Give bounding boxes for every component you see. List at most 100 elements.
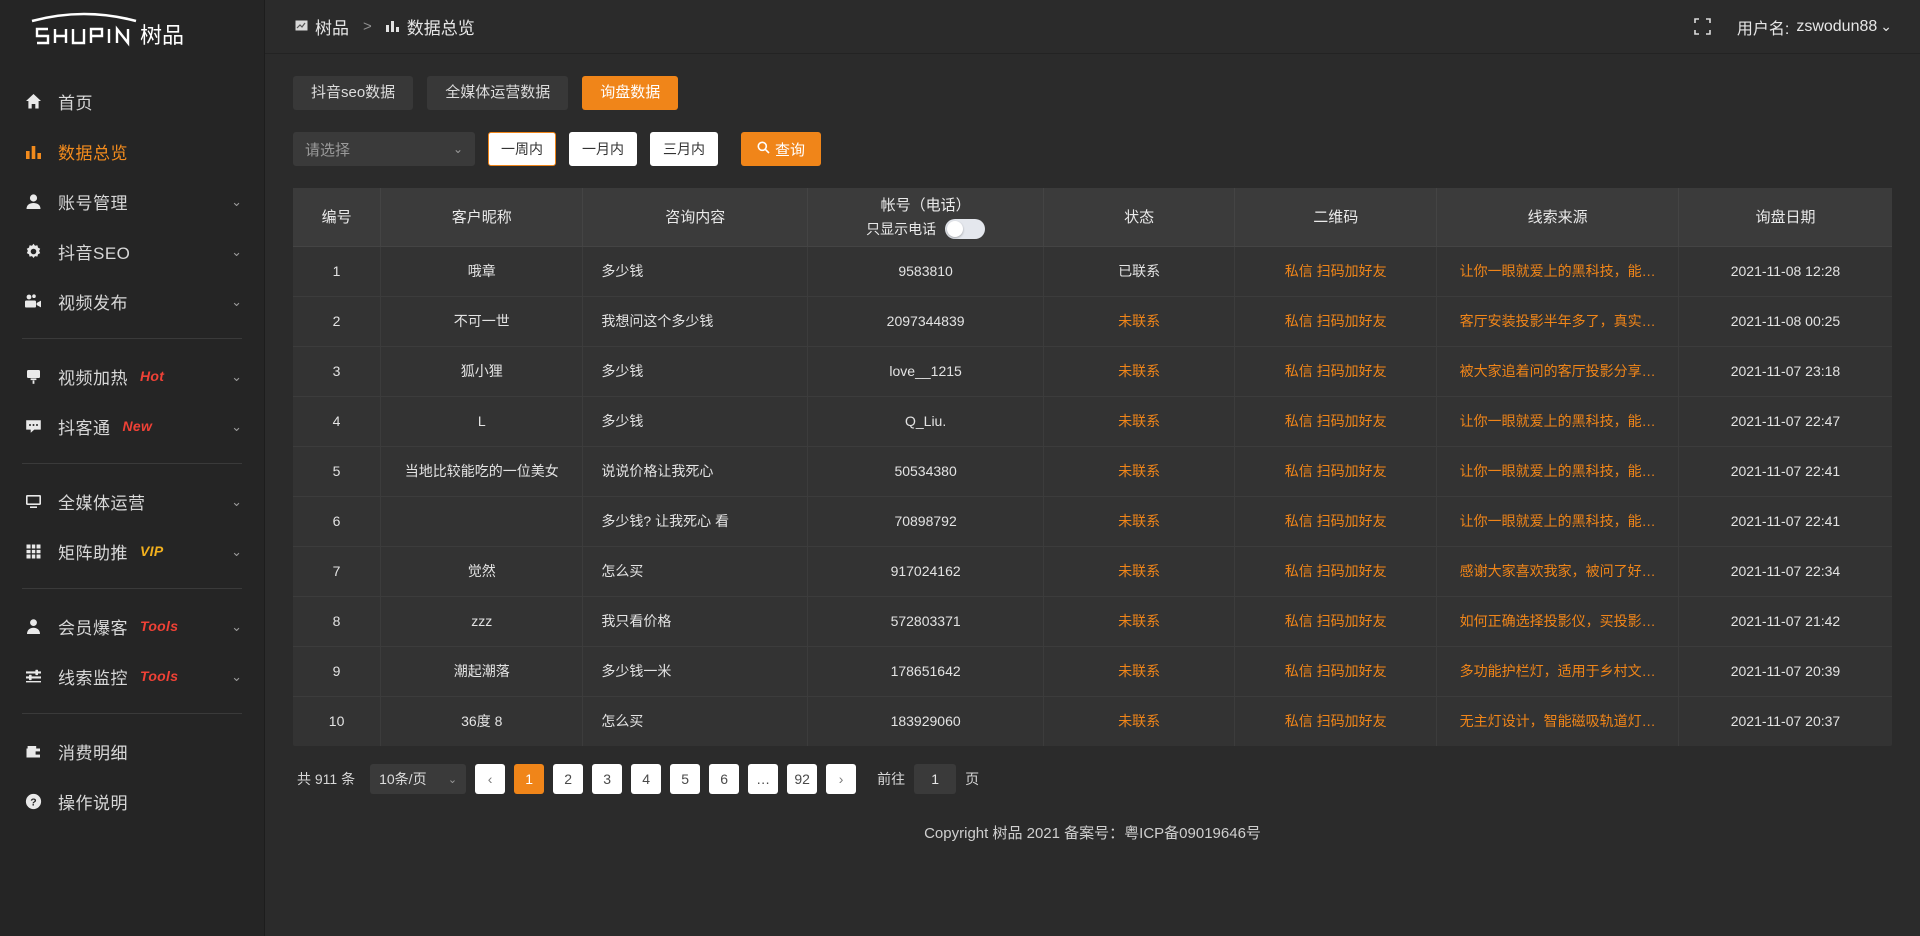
jump-page-input[interactable] xyxy=(914,764,957,794)
sidebar-divider xyxy=(22,588,242,589)
sidebar-item-4[interactable]: 视频发布 ⌄ xyxy=(0,276,264,326)
cell-nickname: 哦章 xyxy=(380,246,584,297)
wallet-icon xyxy=(22,743,44,760)
home-icon xyxy=(22,93,44,110)
date-range-button-0[interactable]: 一周内 xyxy=(488,132,556,166)
jump-prefix: 前往 xyxy=(877,771,906,787)
cell-account: 2097344839 xyxy=(807,296,1045,347)
query-button[interactable]: 查询 xyxy=(741,132,822,166)
tab-2[interactable]: 询盘数据 xyxy=(582,76,679,110)
app-icon xyxy=(295,17,308,37)
table-row[interactable]: 3 狐小狸 多少钱 love__1215 未联系 私信 扫码加好友 被大家追着问的客厅投影分… xyxy=(293,346,1892,397)
qrcode-link[interactable]: 私信 扫码加好友 xyxy=(1284,713,1387,730)
qrcode-link[interactable]: 私信 扫码加好友 xyxy=(1284,413,1387,429)
sidebar-item-9[interactable]: 会员爆客 Tools ⌄ xyxy=(0,601,264,651)
table-row[interactable]: 2 不可一世 我想问这个多少钱 2097344839 未联系 私信 扫码加好友 客厅安装投影… xyxy=(293,296,1892,347)
pagination-page-…[interactable]: … xyxy=(748,764,779,794)
cell-inquiry: 多少钱 xyxy=(582,346,809,397)
sidebar-item-11[interactable]: 消费明细 xyxy=(0,726,264,776)
chevron-down-icon: ⌄ xyxy=(1880,18,1892,34)
topbar-right: 用户名: zswodun88 ⌄ xyxy=(1694,15,1892,39)
table-row[interactable]: 7 觉然 怎么买 917024162 未联系 私信 扫码加好友 感谢大家喜欢我家，被问了好…… xyxy=(293,546,1892,597)
table-row[interactable]: 1 哦章 多少钱 9583810 已联系 私信 扫码加好友 让你一眼就爱上的黑科技，能… 20… xyxy=(293,246,1892,297)
sidebar-item-label: 视频发布 xyxy=(58,293,128,313)
table-row[interactable]: 4 L 多少钱 Q_Liu. 未联系 私信 扫码加好友 让你一眼就爱上的黑科技，能… 2021… xyxy=(293,396,1892,447)
cell-nickname: 觉然 xyxy=(380,546,584,597)
pagination-next[interactable]: › xyxy=(826,764,857,794)
qrcode-link[interactable]: 私信 扫码加好友 xyxy=(1284,263,1387,279)
shupin-logo-icon: 树品 xyxy=(31,12,184,48)
pagination-page-3[interactable]: 3 xyxy=(592,764,623,794)
phone-only-toggle[interactable] xyxy=(945,219,986,240)
column-header-label: 线索来源 xyxy=(1527,209,1588,227)
qrcode-link[interactable]: 私信 扫码加好友 xyxy=(1284,563,1387,579)
sidebar-item-2[interactable]: 账号管理 ⌄ xyxy=(0,176,264,226)
qrcode-link[interactable]: 私信 扫码加好友 xyxy=(1284,313,1387,329)
video-camera-icon xyxy=(22,293,44,310)
status-badge: 未联系 xyxy=(1043,296,1236,347)
table-row[interactable]: 10 36度 8 怎么买 183929060 未联系 私信 扫码加好友 无主灯设计，智能磁吸… xyxy=(293,696,1892,746)
source-link[interactable]: 被大家追着问的客厅投影分享… xyxy=(1459,363,1656,379)
sidebar-item-5[interactable]: 视频加热 Hot ⌄ xyxy=(0,351,264,401)
pagination-page-6[interactable]: 6 xyxy=(709,764,740,794)
sidebar-item-12[interactable]: ? 操作说明 xyxy=(0,776,264,826)
chevron-down-icon: ⌄ xyxy=(231,368,242,384)
date-range-button-1[interactable]: 一月内 xyxy=(569,132,637,166)
pagination-page-1[interactable]: 1 xyxy=(514,764,545,794)
monitor-icon xyxy=(22,493,44,510)
tab-0[interactable]: 抖音seo数据 xyxy=(293,76,414,110)
user-menu[interactable]: 用户名: zswodun88 ⌄ xyxy=(1737,15,1892,39)
table-row[interactable]: 6 多少钱? 让我死心 看 70898792 未联系 私信 扫码加好友 让你一眼就爱上的黑… xyxy=(293,496,1892,547)
brand-logo[interactable]: 树品 xyxy=(0,0,264,62)
column-header-qrcode: 二维码 xyxy=(1234,188,1438,247)
sliders-icon xyxy=(22,668,44,685)
qrcode-link[interactable]: 私信 扫码加好友 xyxy=(1284,363,1387,379)
source-link[interactable]: 客厅安装投影半年多了，真实… xyxy=(1459,313,1656,329)
date-range-button-2[interactable]: 三月内 xyxy=(650,132,718,166)
cell-id: 3 xyxy=(293,346,382,397)
source-link[interactable]: 让你一眼就爱上的黑科技，能… xyxy=(1459,263,1656,279)
cell-inquiry: 多少钱 xyxy=(582,396,809,447)
sidebar-item-0[interactable]: 首页 xyxy=(0,76,264,126)
source-link[interactable]: 让你一眼就爱上的黑科技，能… xyxy=(1459,413,1656,429)
tab-1[interactable]: 全媒体运营数据 xyxy=(427,76,569,110)
cell-inquiry: 我想问这个多少钱 xyxy=(582,296,809,347)
sidebar-item-8[interactable]: 矩阵助推 VIP ⌄ xyxy=(0,526,264,576)
qrcode-link[interactable]: 私信 扫码加好友 xyxy=(1284,513,1387,529)
pagination-page-4[interactable]: 4 xyxy=(631,764,662,794)
cell-inquiry: 我只看价格 xyxy=(582,596,809,647)
table-row[interactable]: 8 zzz 我只看价格 572803371 未联系 私信 扫码加好友 如何正确选择投影仪，买… xyxy=(293,596,1892,647)
pagination-prev[interactable]: ‹ xyxy=(475,764,506,794)
sidebar-item-1[interactable]: 数据总览 xyxy=(0,126,264,176)
chevron-down-icon: ⌄ xyxy=(231,618,242,634)
source-link[interactable]: 让你一眼就爱上的黑科技，能… xyxy=(1459,463,1656,479)
table-row[interactable]: 9 潮起潮落 多少钱一米 178651642 未联系 私信 扫码加好友 多功能护栏灯，适用于… xyxy=(293,646,1892,697)
pagination-page-5[interactable]: 5 xyxy=(670,764,701,794)
qrcode-link[interactable]: 私信 扫码加好友 xyxy=(1284,663,1387,679)
source-link[interactable]: 无主灯设计，智能磁吸轨道灯… xyxy=(1459,713,1656,730)
pagination-page-92[interactable]: 92 xyxy=(787,764,818,794)
category-select[interactable]: 请选择 ⌄ xyxy=(293,132,475,166)
qrcode-link[interactable]: 私信 扫码加好友 xyxy=(1284,463,1387,479)
sidebar-item-label: 操作说明 xyxy=(58,793,128,813)
breadcrumb-item-app[interactable]: 树品 xyxy=(295,14,349,39)
page-size-select[interactable]: 10条/页 ⌄ xyxy=(370,764,467,794)
source-link[interactable]: 多功能护栏灯，适用于乡村文… xyxy=(1459,663,1656,679)
user-icon xyxy=(22,193,44,210)
sidebar-item-7[interactable]: 全媒体运营 ⌄ xyxy=(0,476,264,526)
source-link[interactable]: 感谢大家喜欢我家，被问了好… xyxy=(1459,563,1656,579)
qrcode-link[interactable]: 私信 扫码加好友 xyxy=(1284,613,1387,629)
source-link[interactable]: 如何正确选择投影仪，买投影… xyxy=(1459,613,1656,629)
topbar: 树品 > 数据总览 用户名: zswodun8 xyxy=(265,0,1920,54)
breadcrumb-item-current[interactable]: 数据总览 xyxy=(385,14,475,39)
fullscreen-icon[interactable] xyxy=(1694,18,1711,35)
sidebar-item-10[interactable]: 线索监控 Tools ⌄ xyxy=(0,651,264,701)
cell-date: 2021-11-07 22:41 xyxy=(1678,496,1892,547)
status-badge: 未联系 xyxy=(1043,546,1236,597)
pagination-page-2[interactable]: 2 xyxy=(553,764,584,794)
table-row[interactable]: 5 当地比较能吃的一位美女 说说价格让我死心 50534380 未联系 私信 扫码加好友 让… xyxy=(293,446,1892,497)
sidebar-item-3[interactable]: 抖音SEO ⌄ xyxy=(0,226,264,276)
sidebar-item-6[interactable]: 抖客通 New ⌄ xyxy=(0,401,264,451)
source-link[interactable]: 让你一眼就爱上的黑科技，能… xyxy=(1459,513,1656,529)
pagination-pages: 1 2 3 4 5 6 … 92 xyxy=(514,764,818,794)
